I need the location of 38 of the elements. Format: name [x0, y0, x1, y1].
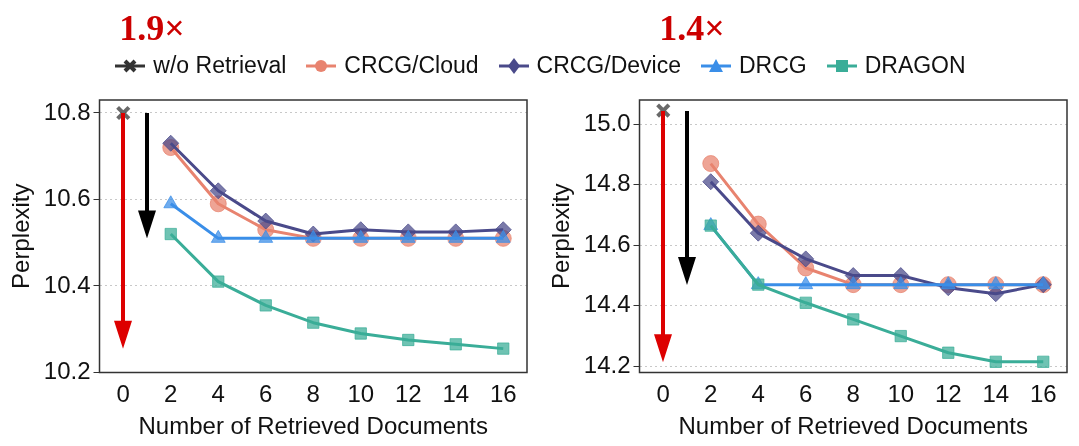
y-tick-label: 14.2 — [583, 350, 631, 378]
legend-label: w/o Retrieval — [153, 52, 287, 79]
y-tick-label: 14.8 — [583, 169, 631, 197]
x-tick-label: 14 — [982, 380, 1010, 408]
x-tick-label: 4 — [211, 380, 225, 408]
x-tick-label: 0 — [116, 380, 130, 408]
y-axis-title: Perplexity — [7, 183, 35, 289]
x-tick-label: 12 — [934, 380, 962, 408]
x-tick-label: 8 — [846, 380, 860, 408]
x-tick-label: 2 — [164, 380, 178, 408]
x-tick-label: 10 — [887, 380, 915, 408]
text: 1.4× — [659, 8, 725, 48]
y-tick-label: 10.2 — [43, 357, 91, 385]
x-tick-label: 2 — [704, 380, 718, 408]
legend-label: CRCG/Cloud — [344, 52, 479, 79]
y-tick-label: 10.8 — [43, 97, 91, 125]
x-tick-label: 0 — [656, 380, 670, 408]
x-axis-title: Number of Retrieved Documents — [138, 412, 488, 440]
x-tick-label: 6 — [259, 380, 273, 408]
text: 1.9× — [119, 8, 185, 48]
x-tick-label: 8 — [306, 380, 320, 408]
x-tick-label: 10 — [347, 380, 375, 408]
legend-label: DRAGON — [864, 52, 966, 79]
y-tick-label: 15.0 — [583, 108, 631, 136]
legend-label: CRCG/Device — [536, 52, 681, 79]
x-tick-label: 6 — [799, 380, 813, 408]
y-tick-label: 10.4 — [43, 270, 91, 298]
x-axis-title: Number of Retrieved Documents — [678, 412, 1028, 440]
y-axis-title: Perplexity — [547, 183, 575, 289]
x-tick-label: 4 — [751, 380, 765, 408]
legend-label: DRCG — [738, 52, 807, 79]
x-tick-label: 16 — [489, 380, 517, 408]
x-tick-label: 14 — [442, 380, 470, 408]
x-tick-label: 16 — [1029, 380, 1057, 408]
y-tick-label: 10.6 — [43, 184, 91, 212]
y-tick-label: 14.6 — [583, 229, 631, 257]
y-tick-label: 14.4 — [583, 290, 631, 318]
x-tick-label: 12 — [394, 380, 422, 408]
